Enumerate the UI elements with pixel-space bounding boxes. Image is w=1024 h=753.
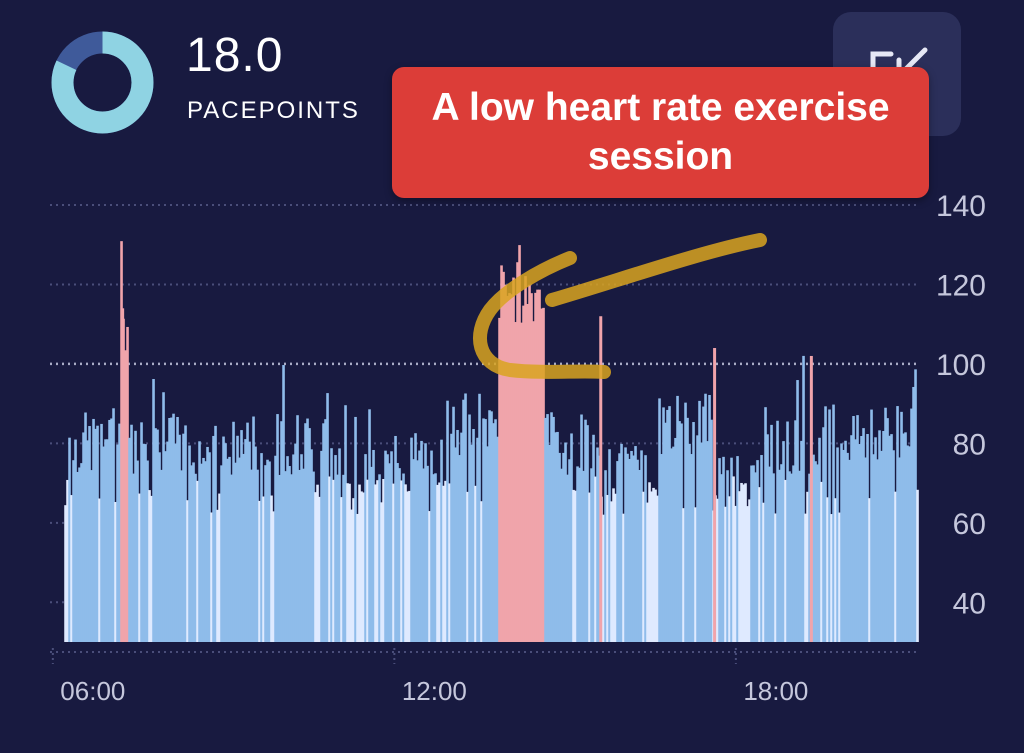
y-tick-label: 40 — [953, 587, 986, 620]
y-tick-label: 60 — [953, 508, 986, 541]
heart-rate-bar — [916, 490, 919, 642]
x-axis: 06:00 12:00 18:00 — [50, 648, 918, 706]
heart-rate-spike — [713, 348, 716, 642]
y-axis-ticks: 40 60 80 100 120 140 — [936, 190, 986, 620]
heart-rate-spike — [810, 356, 813, 642]
x-tick-label: 06:00 — [60, 676, 125, 706]
y-tick-label: 100 — [936, 349, 986, 382]
x-tick-label: 18:00 — [743, 676, 808, 706]
annotation-text: A low heart rate exercise session — [406, 84, 915, 182]
y-tick-label: 80 — [953, 428, 986, 461]
annotation-callout: A low heart rate exercise session — [392, 67, 929, 198]
heart-rate-spike — [121, 308, 124, 642]
y-tick-label: 120 — [936, 269, 986, 302]
x-tick-label: 12:00 — [402, 676, 467, 706]
y-tick-label: 140 — [936, 190, 986, 223]
